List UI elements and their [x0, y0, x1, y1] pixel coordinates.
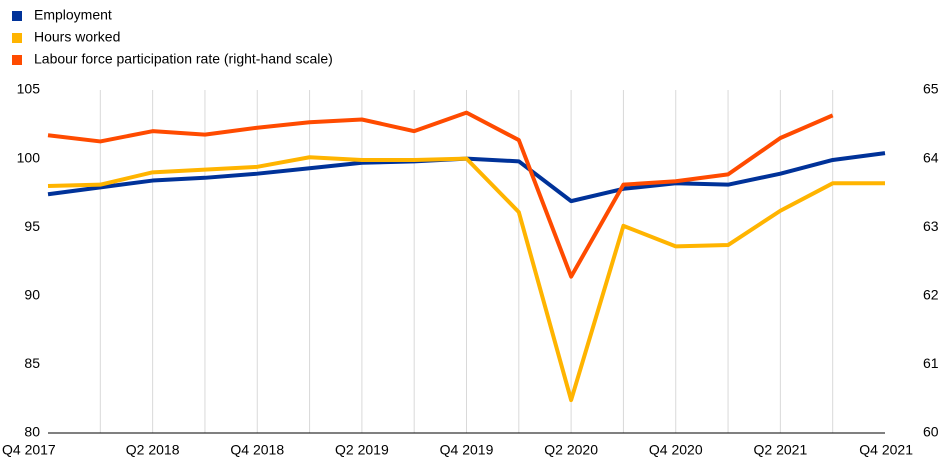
x-tick-label: Q2 2020: [544, 442, 598, 458]
y2-tick-label: 64: [923, 149, 939, 165]
legend-swatch: [12, 33, 22, 43]
x-tick-label: Q2 2018: [126, 442, 180, 458]
y2-tick-label: 65: [923, 81, 939, 97]
x-tick-label: Q4 2019: [440, 442, 494, 458]
legend-swatch: [12, 11, 22, 21]
y2-tick-label: 62: [923, 287, 939, 303]
y2-tick-label: 61: [923, 355, 939, 371]
x-tick-label: Q4 2021: [859, 442, 913, 458]
x-tick-label: Q4 2017: [2, 442, 56, 458]
y-tick-label: 80: [24, 424, 40, 440]
y2-tick-label: 60: [923, 424, 939, 440]
y-tick-label: 90: [24, 287, 40, 303]
x-tick-label: Q4 2018: [230, 442, 284, 458]
y-tick-label: 85: [24, 355, 40, 371]
y-tick-label: 100: [17, 149, 41, 165]
y-tick-label: 105: [17, 81, 41, 97]
x-tick-label: Q2 2019: [335, 442, 389, 458]
series-line: [47, 110, 834, 279]
legend-swatch: [12, 55, 22, 65]
legend-label: Employment: [34, 7, 112, 23]
x-tick-label: Q4 2020: [649, 442, 703, 458]
legend-label: Labour force participation rate (right-h…: [34, 51, 333, 67]
legend-label: Hours worked: [34, 29, 120, 45]
series-line: [47, 155, 885, 403]
x-tick-label: Q2 2021: [754, 442, 808, 458]
y-tick-label: 95: [24, 218, 40, 234]
y2-tick-label: 63: [923, 218, 939, 234]
